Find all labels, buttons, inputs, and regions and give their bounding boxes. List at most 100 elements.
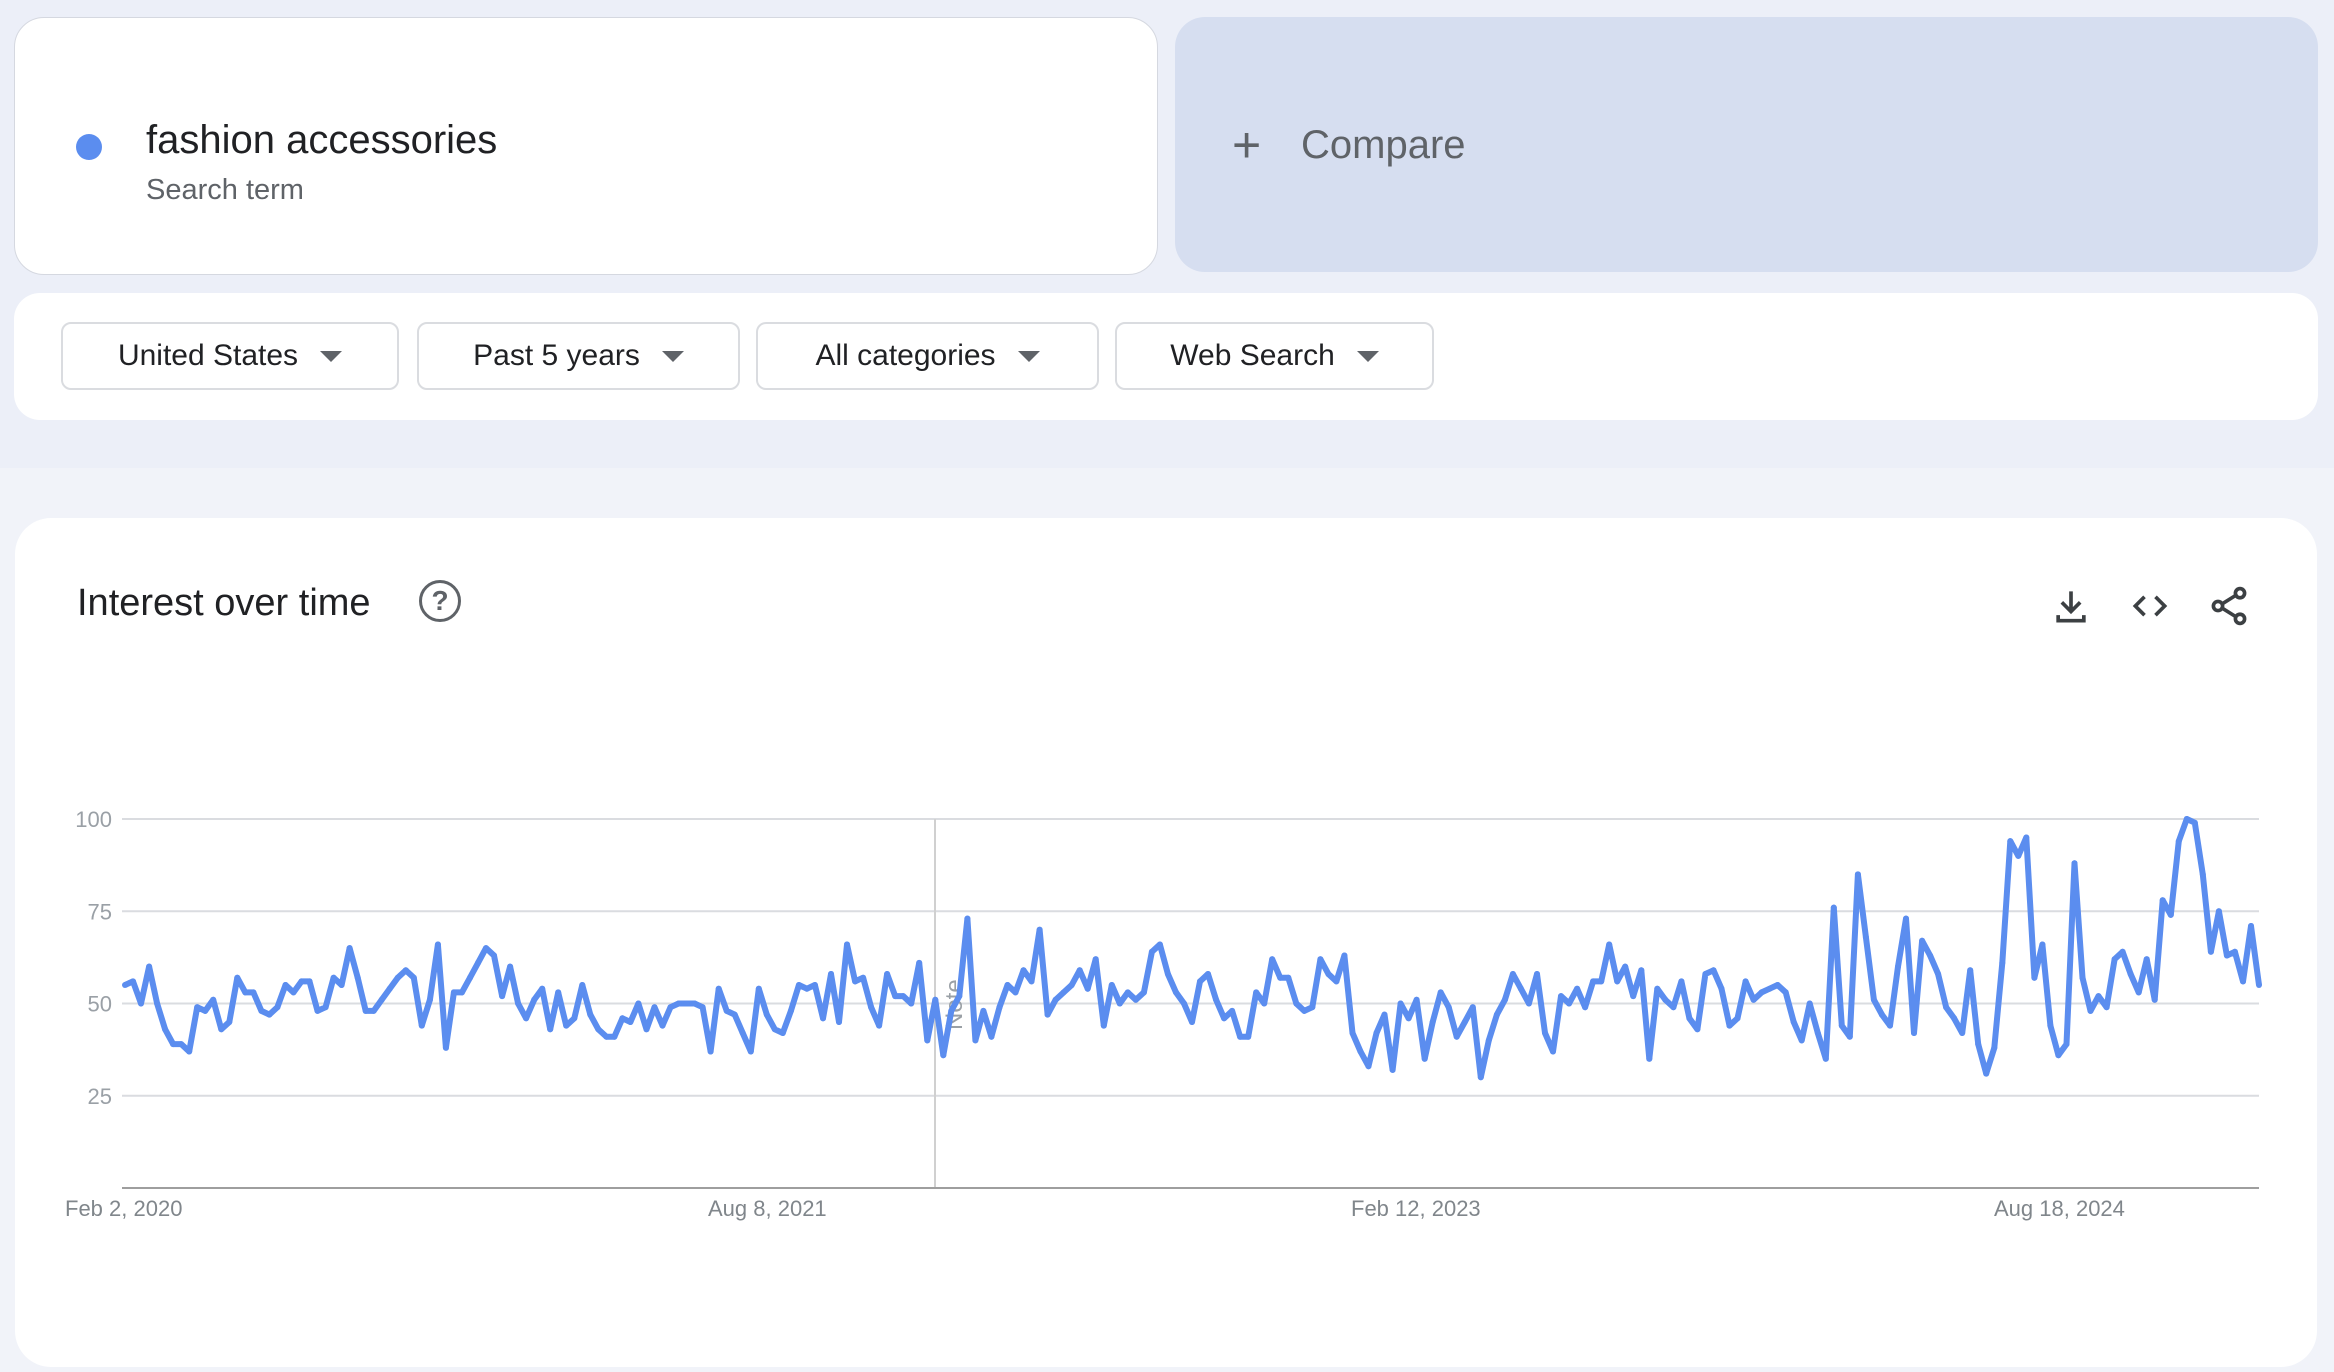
data-point[interactable]: [1790, 1019, 1797, 1025]
data-point[interactable]: [1108, 982, 1115, 988]
data-point[interactable]: [1999, 959, 2006, 966]
embed-code-icon[interactable]: [2128, 584, 2172, 628]
data-point[interactable]: [483, 945, 489, 952]
data-point[interactable]: [1092, 956, 1099, 963]
data-point[interactable]: [1124, 989, 1131, 996]
data-point[interactable]: [1525, 1000, 1532, 1007]
data-point[interactable]: [996, 1004, 1003, 1011]
data-point[interactable]: [1983, 1070, 1990, 1077]
data-point[interactable]: [1148, 948, 1155, 955]
data-point[interactable]: [1854, 871, 1861, 878]
data-point[interactable]: [1606, 941, 1613, 948]
data-point[interactable]: [1806, 1000, 1813, 1007]
data-point[interactable]: [1052, 996, 1059, 1003]
data-point[interactable]: [1381, 1011, 1388, 1018]
data-point[interactable]: [1943, 1004, 1950, 1011]
data-point[interactable]: [178, 1041, 185, 1048]
data-point[interactable]: [868, 1004, 875, 1011]
data-point[interactable]: [651, 1004, 658, 1011]
data-point[interactable]: [2151, 996, 2158, 1003]
data-point[interactable]: [1550, 1048, 1556, 1055]
data-point[interactable]: [948, 1007, 955, 1014]
data-point[interactable]: [1389, 1066, 1396, 1073]
data-point[interactable]: [1301, 1007, 1308, 1014]
data-point[interactable]: [924, 1037, 931, 1044]
data-point[interactable]: [2039, 941, 2046, 948]
data-point[interactable]: [1365, 1063, 1372, 1070]
data-point[interactable]: [1622, 963, 1629, 970]
data-point[interactable]: [146, 963, 153, 970]
data-point[interactable]: [2256, 982, 2262, 988]
data-point[interactable]: [162, 1026, 169, 1033]
data-point[interactable]: [2079, 974, 2086, 981]
data-point[interactable]: [122, 982, 128, 988]
data-point[interactable]: [1213, 996, 1220, 1003]
data-point[interactable]: [811, 982, 818, 988]
data-point[interactable]: [1060, 989, 1067, 996]
data-point[interactable]: [579, 982, 586, 988]
data-point[interactable]: [298, 978, 305, 985]
data-point[interactable]: [210, 996, 217, 1003]
data-point[interactable]: [1846, 1033, 1853, 1040]
data-point[interactable]: [836, 1019, 842, 1025]
data-point[interactable]: [555, 989, 562, 996]
data-point[interactable]: [258, 1007, 265, 1014]
data-point[interactable]: [1341, 952, 1348, 959]
data-point[interactable]: [603, 1033, 610, 1040]
data-point[interactable]: [2095, 993, 2102, 1000]
data-point[interactable]: [1911, 1030, 1917, 1036]
data-point[interactable]: [242, 989, 249, 996]
data-point[interactable]: [2207, 948, 2214, 955]
data-point[interactable]: [2183, 816, 2190, 822]
data-point[interactable]: [771, 1026, 778, 1033]
data-point[interactable]: [2127, 971, 2134, 977]
series-line-fashion-accessories[interactable]: [123, 816, 2262, 1081]
data-point[interactable]: [250, 989, 257, 996]
data-point[interactable]: [1357, 1048, 1364, 1055]
data-point[interactable]: [130, 978, 136, 985]
data-point[interactable]: [828, 971, 834, 977]
data-point[interactable]: [1638, 967, 1645, 974]
data-point[interactable]: [410, 974, 417, 981]
data-point[interactable]: [2159, 897, 2166, 904]
data-point[interactable]: [715, 985, 722, 992]
data-point[interactable]: [515, 1000, 522, 1007]
data-point[interactable]: [491, 952, 497, 959]
data-point[interactable]: [699, 1004, 706, 1011]
data-point[interactable]: [1630, 993, 1637, 1000]
data-point[interactable]: [1694, 1026, 1701, 1033]
data-point[interactable]: [795, 982, 802, 988]
data-point[interactable]: [1750, 996, 1757, 1003]
data-point[interactable]: [1397, 1000, 1404, 1007]
data-point[interactable]: [1991, 1044, 1998, 1051]
data-point[interactable]: [426, 996, 433, 1003]
data-point[interactable]: [667, 1004, 674, 1011]
data-point[interactable]: [1951, 1015, 1958, 1022]
data-point[interactable]: [1309, 1004, 1316, 1011]
data-point[interactable]: [731, 1011, 738, 1018]
data-point[interactable]: [739, 1030, 746, 1036]
data-point[interactable]: [218, 1026, 225, 1033]
search-term-card[interactable]: fashion accessories Search term: [14, 17, 1158, 275]
data-point[interactable]: [394, 974, 401, 981]
data-point[interactable]: [2103, 1004, 2110, 1011]
data-point[interactable]: [587, 1011, 594, 1018]
data-point[interactable]: [1919, 937, 1926, 944]
data-point[interactable]: [707, 1048, 714, 1055]
data-point[interactable]: [1164, 971, 1171, 977]
data-point[interactable]: [1253, 989, 1260, 996]
data-point[interactable]: [1646, 1055, 1653, 1062]
data-point[interactable]: [1477, 1074, 1484, 1081]
data-point[interactable]: [884, 971, 891, 977]
data-point[interactable]: [2240, 978, 2246, 985]
data-point[interactable]: [852, 978, 859, 985]
data-point[interactable]: [1373, 1030, 1380, 1036]
compare-button[interactable]: + Compare: [1175, 17, 2318, 272]
data-point[interactable]: [1277, 974, 1284, 981]
data-point[interactable]: [1814, 1030, 1821, 1036]
data-point[interactable]: [1405, 1015, 1412, 1022]
data-point[interactable]: [1710, 967, 1717, 974]
data-point[interactable]: [2087, 1007, 2094, 1014]
data-point[interactable]: [1285, 974, 1292, 981]
data-point[interactable]: [1485, 1037, 1492, 1044]
